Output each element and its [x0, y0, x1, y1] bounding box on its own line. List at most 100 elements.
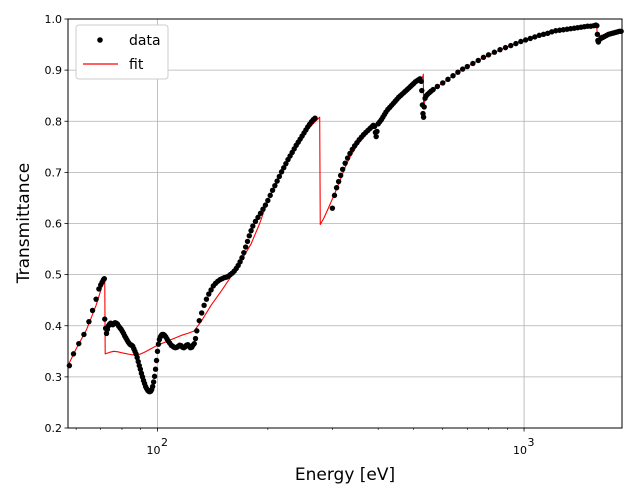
data-point [430, 86, 436, 93]
data-point [248, 227, 254, 234]
legend-fit-label: fit [129, 57, 144, 73]
data-point [103, 330, 110, 337]
data-point [154, 348, 161, 355]
data-point [276, 173, 283, 180]
data-point [267, 192, 273, 199]
data-point [252, 218, 259, 225]
y-axis: 0.2 0.3 0.4 0.5 0.6 0.7 0.8 0.9 1.0 [45, 13, 68, 435]
data-point [502, 44, 509, 51]
data-point [255, 214, 261, 221]
data-point [347, 150, 353, 157]
data-point [198, 310, 205, 316]
data-point [485, 52, 492, 58]
data-point [344, 155, 351, 161]
data-point [278, 169, 285, 175]
data-point [445, 76, 451, 83]
legend: data fit [75, 24, 169, 80]
data-point [149, 383, 156, 390]
data-point [418, 78, 424, 85]
data-point [135, 358, 141, 365]
data-point [137, 366, 144, 372]
data-point [196, 317, 202, 324]
data-point [260, 206, 266, 212]
data-point [342, 160, 348, 166]
data-point [497, 46, 503, 53]
data-point [257, 210, 264, 216]
data-point [618, 28, 624, 34]
data-point [153, 357, 160, 364]
data-point [470, 60, 476, 67]
data-point [594, 22, 600, 29]
y-tick-label: 0.6 [45, 218, 63, 231]
data-point [455, 69, 461, 75]
data-point [262, 202, 269, 208]
data-point [86, 318, 92, 325]
data-point [208, 287, 214, 293]
x-axis-label: Energy [eV] [295, 465, 395, 485]
data-point [201, 302, 207, 308]
data-point [475, 57, 481, 64]
data-point [191, 340, 197, 347]
data-point [194, 328, 200, 334]
data-point [265, 197, 271, 204]
data-point [242, 244, 249, 250]
x-tick-exponent: 2 [161, 436, 168, 449]
data-point [337, 172, 344, 179]
data-point [152, 366, 159, 372]
data-series [66, 22, 624, 395]
y-tick-label: 0.9 [45, 64, 63, 77]
data-point [518, 38, 524, 45]
data-point [272, 182, 278, 189]
data-point [540, 31, 547, 38]
data-point [527, 35, 534, 42]
data-point [536, 32, 542, 39]
data-point [420, 114, 427, 120]
data-point [339, 166, 346, 173]
y-tick-label: 0.4 [45, 320, 63, 333]
data-point [544, 30, 551, 37]
data-point [329, 205, 336, 211]
y-tick-label: 0.7 [45, 166, 63, 179]
data-point [522, 37, 529, 43]
data-point [241, 249, 247, 256]
data-point [335, 178, 342, 185]
data-point [134, 354, 140, 361]
data-point [150, 379, 157, 385]
data-point [480, 54, 487, 61]
data-point [594, 31, 601, 38]
data-point [203, 296, 210, 302]
data-point [246, 233, 252, 239]
y-axis-label: Transmittance [14, 163, 34, 285]
data-point [281, 165, 287, 171]
data-point [450, 73, 456, 79]
data-point [513, 40, 519, 47]
data-point [239, 255, 245, 261]
y-tick-label: 0.2 [45, 422, 63, 435]
data-point [312, 115, 318, 121]
y-tick-label: 0.3 [45, 371, 63, 384]
data-point [508, 42, 514, 49]
data-point [274, 178, 280, 184]
data-point [459, 66, 466, 72]
data-point [151, 373, 158, 380]
y-tick-label: 1.0 [45, 13, 63, 26]
data-point [464, 63, 470, 70]
data-point [374, 128, 380, 135]
data-point [76, 340, 82, 347]
data-point [155, 341, 162, 347]
data-point [81, 331, 87, 338]
legend-data-label: data [129, 33, 161, 49]
data-point [96, 286, 102, 292]
data-point [331, 192, 338, 199]
data-point [244, 238, 251, 245]
data-point [269, 187, 276, 193]
data-point [440, 80, 446, 86]
data-point [206, 291, 212, 297]
data-point [250, 223, 256, 229]
data-point [70, 351, 77, 357]
y-tick-label: 0.5 [45, 269, 63, 282]
data-point [421, 104, 427, 110]
data-point [373, 133, 379, 140]
